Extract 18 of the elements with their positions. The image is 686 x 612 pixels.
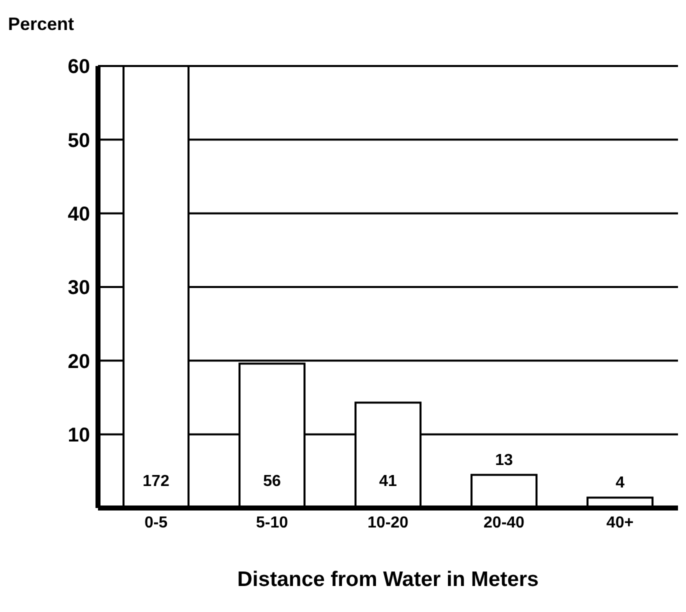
x-tick-label: 0-5 [144, 514, 168, 532]
x-axis-title: Distance from Water in Meters [236, 568, 540, 592]
annotation: 56 [263, 473, 282, 490]
x-tick-label: 5-10 [256, 514, 288, 532]
x-tick-label: 20-40 [484, 514, 525, 532]
y-tick-label: 20 [68, 350, 90, 373]
annotation: 13 [495, 452, 514, 469]
annotation: 172 [142, 473, 170, 490]
y-tick-label: 30 [68, 277, 90, 300]
y-tick-label: 50 [68, 130, 90, 152]
y-tick-label: 10 [68, 424, 90, 446]
y-axis-title: Percent [8, 14, 74, 35]
x-tick-label: 40+ [606, 514, 634, 532]
y-tick-label: 60 [68, 56, 90, 78]
x-tick-label: 10-20 [368, 514, 409, 532]
y-tick-label: 40 [68, 203, 90, 226]
annotation: 41 [379, 473, 398, 490]
annotation: 4 [616, 474, 625, 492]
